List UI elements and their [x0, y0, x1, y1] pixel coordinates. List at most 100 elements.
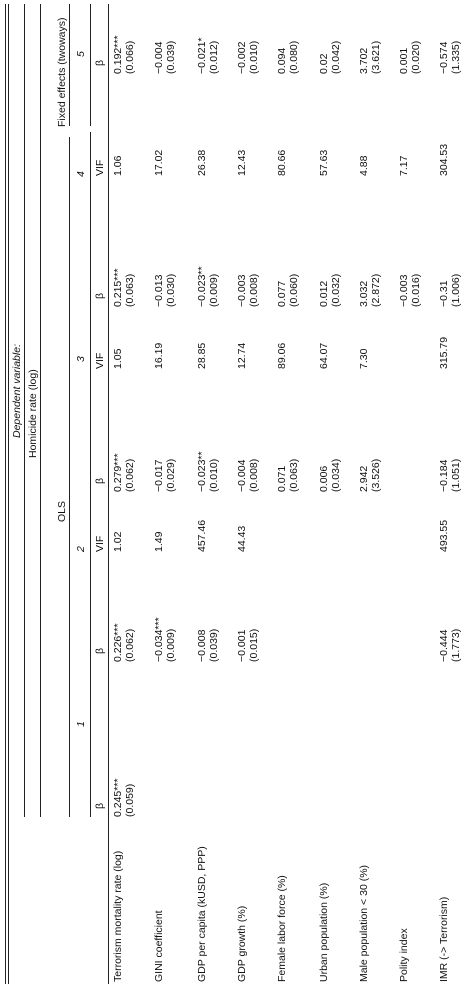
coefficient-cell: −0.31 — [438, 280, 450, 307]
rule-model-4 — [90, 132, 91, 307]
vif-cell: 1.05 — [112, 348, 124, 369]
standard-error-cell: (0.015) — [248, 628, 260, 662]
coefficient-cell: −0.003 — [236, 274, 248, 307]
vif-cell: 64.07 — [318, 342, 330, 369]
standard-error-cell: (0.008) — [248, 273, 260, 307]
vif-cell: 89.06 — [276, 342, 288, 369]
standard-error-cell: (1.051) — [450, 458, 462, 492]
dependent-variable-label: Dependent variable: — [11, 344, 23, 438]
coefficient-cell: 0.094 — [276, 47, 288, 74]
dependent-variable-name: Homicide rate (log) — [27, 369, 39, 458]
coefficient-cell: −0.001 — [236, 629, 248, 662]
standard-error-cell: (0.066) — [124, 40, 136, 74]
vif-cell: 57.63 — [318, 149, 330, 176]
coefficient-cell: 3.032 — [358, 280, 370, 307]
standard-error-cell: (1.335) — [450, 40, 462, 74]
standard-error-cell: (0.034) — [330, 458, 342, 492]
standard-error-cell: (0.009) — [165, 628, 177, 662]
coefficient-cell: −0.004 — [236, 459, 248, 492]
vif-cell: 17.02 — [153, 149, 165, 176]
vif-cell: 44.43 — [236, 525, 248, 552]
row-label: GINI coefficient — [153, 910, 165, 982]
coefficient-cell: 0.02 — [318, 53, 330, 74]
coefficient-cell: 0.226*** — [112, 623, 124, 662]
vif-cell: 304.53 — [438, 143, 450, 176]
row-label: Polity index — [398, 928, 410, 982]
standard-error-cell: (0.012) — [208, 40, 220, 74]
model-number-2: 2 — [75, 546, 87, 552]
beta-header-2: β — [94, 647, 106, 654]
vif-cell: 457.46 — [196, 519, 208, 552]
beta-header-4: β — [94, 292, 106, 299]
row-label: IMR (-> Terrorism) — [438, 896, 450, 982]
coefficient-cell: 0.192*** — [112, 35, 124, 74]
vif-cell: 16.19 — [153, 342, 165, 369]
coefficient-cell: −0.017 — [153, 459, 165, 492]
coefficient-cell: −0.003 — [398, 274, 410, 307]
vif-header-3: VIF — [94, 352, 106, 369]
vif-cell: 4.88 — [358, 155, 370, 176]
coefficient-cell: −0.013 — [153, 274, 165, 307]
standard-error-cell: (0.009) — [208, 273, 220, 307]
standard-error-cell: (0.042) — [330, 40, 342, 74]
rule-top — [5, 4, 6, 984]
vif-cell: 493.55 — [438, 519, 450, 552]
vif-cell: 26.38 — [196, 149, 208, 176]
vif-cell: 7.17 — [398, 155, 410, 176]
standard-error-cell: (0.059) — [124, 783, 136, 817]
standard-error-cell: (0.016) — [410, 273, 422, 307]
rule-column-headers — [108, 4, 109, 984]
standard-error-cell: (0.039) — [208, 628, 220, 662]
coefficient-cell: 3.702 — [358, 47, 370, 74]
rule-model-5 — [90, 4, 91, 126]
coefficient-cell: 0.012 — [318, 280, 330, 307]
beta-header-1: β — [94, 802, 106, 809]
coefficient-cell: −0.023** — [196, 451, 208, 492]
vif-cell: 1.02 — [112, 531, 124, 552]
standard-error-cell: (0.030) — [165, 273, 177, 307]
vif-cell: 7.30 — [358, 348, 370, 369]
coefficient-cell: −0.023** — [196, 266, 208, 307]
coefficient-cell: −0.002 — [236, 41, 248, 74]
standard-error-cell: (0.029) — [165, 458, 177, 492]
vif-cell: 315.79 — [438, 336, 450, 369]
row-label: Male population < 30 (%) — [358, 864, 370, 982]
vif-cell: 1.49 — [153, 531, 165, 552]
coefficient-cell: 0.245*** — [112, 778, 124, 817]
standard-error-cell: (0.039) — [165, 40, 177, 74]
vif-header-4: VIF — [94, 159, 106, 176]
coefficient-cell: −0.004 — [153, 41, 165, 74]
coefficient-cell: 0.215*** — [112, 268, 124, 307]
row-label: Urban population (%) — [318, 882, 330, 982]
row-label: GDP growth (%) — [236, 905, 248, 982]
coefficient-cell: −0.034*** — [153, 617, 165, 662]
rule-top-2 — [8, 4, 9, 984]
coefficient-cell: −0.184 — [438, 459, 450, 492]
standard-error-cell: (0.063) — [288, 458, 300, 492]
model-number-3: 3 — [75, 356, 87, 362]
vif-header-2: VIF — [94, 535, 106, 552]
row-label: Terrorism mortality rate (log) — [112, 850, 124, 982]
rule-dependent-variable — [24, 4, 25, 817]
standard-error-cell: (0.010) — [208, 458, 220, 492]
standard-error-cell: (1.773) — [450, 628, 462, 662]
coefficient-cell: 0.001 — [398, 47, 410, 74]
standard-error-cell: (1.006) — [450, 273, 462, 307]
row-label: GDP per capita (kUSD, PPP) — [196, 846, 208, 982]
standard-error-cell: (0.060) — [288, 273, 300, 307]
standard-error-cell: (0.063) — [124, 273, 136, 307]
standard-error-cell: (0.080) — [288, 40, 300, 74]
coefficient-cell: −0.444 — [438, 629, 450, 662]
beta-header-5: β — [94, 59, 106, 66]
group-label-fixed-effects: Fixed effects (twoways) — [56, 17, 68, 127]
standard-error-cell: (0.010) — [248, 40, 260, 74]
coefficient-cell: 0.006 — [318, 465, 330, 492]
coefficient-cell: 0.077 — [276, 280, 288, 307]
coefficient-cell: −0.021* — [196, 37, 208, 75]
rule-dependent-variable-2 — [40, 4, 41, 817]
model-number-5: 5 — [75, 51, 87, 57]
coefficient-cell: −0.574 — [438, 41, 450, 74]
standard-error-cell: (0.062) — [124, 628, 136, 662]
